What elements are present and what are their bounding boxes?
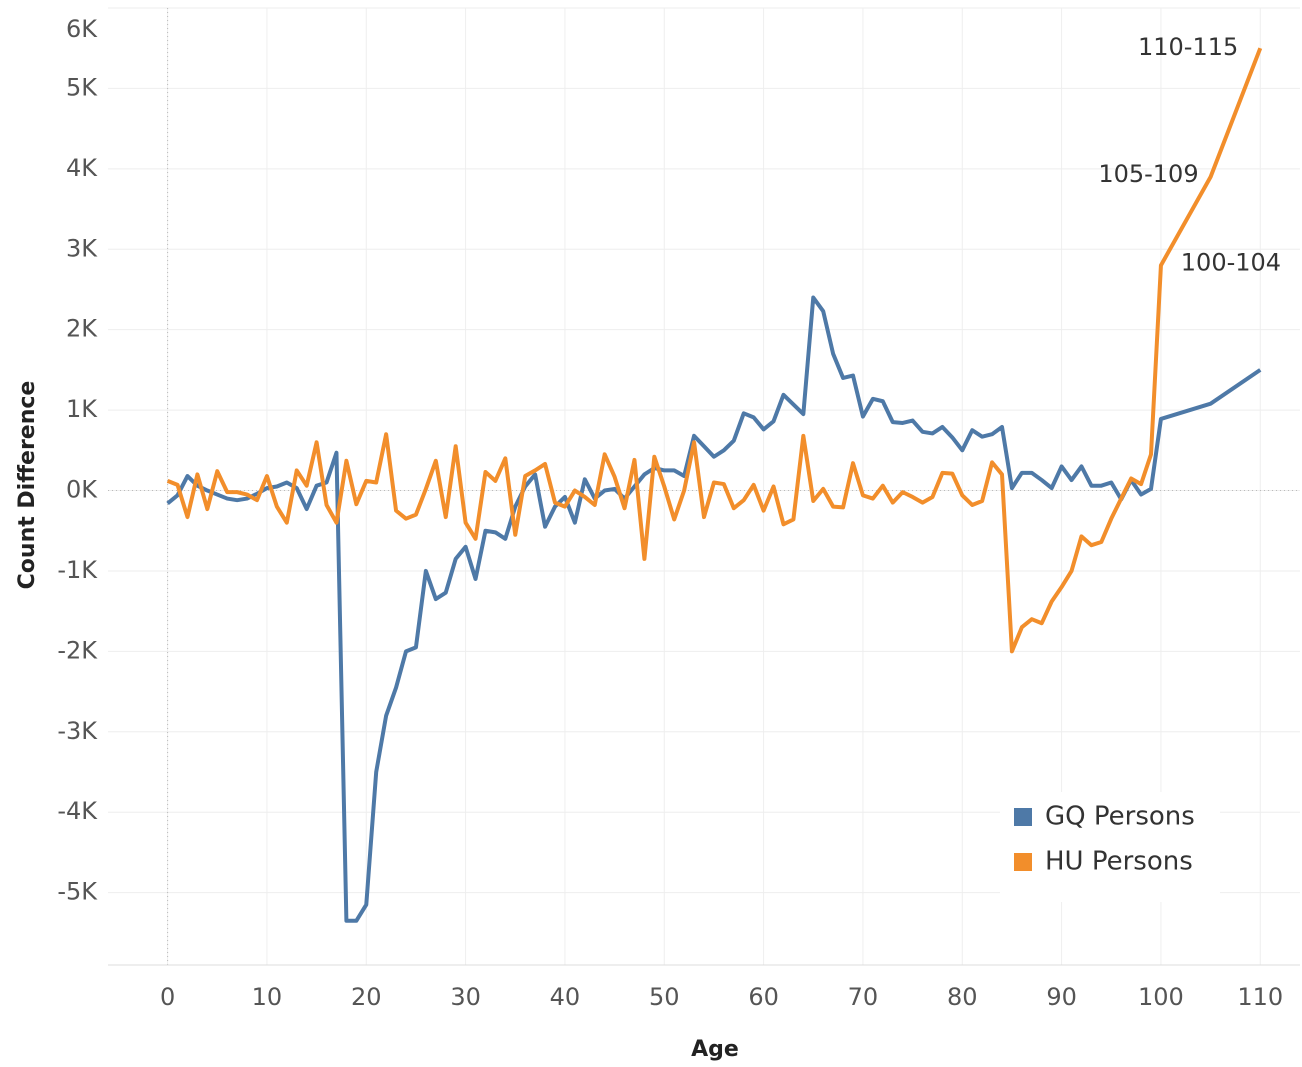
x-tick-label: 100 xyxy=(1138,983,1184,1011)
x-tick-label: 80 xyxy=(947,983,978,1011)
y-axis-title: Count Difference xyxy=(15,381,40,590)
x-tick-label: 90 xyxy=(1046,983,1077,1011)
y-tick-label: 3K xyxy=(66,234,98,262)
x-axis-title: Age xyxy=(691,1037,739,1062)
x-tick-label: 0 xyxy=(160,983,175,1011)
y-tick-label: -3K xyxy=(57,717,98,745)
x-tick-label: 70 xyxy=(848,983,879,1011)
y-tick-label: -2K xyxy=(57,636,98,664)
y-tick-label: 6K xyxy=(66,15,98,43)
annotation: 105-109 xyxy=(1098,160,1198,188)
legend-swatch xyxy=(1014,808,1032,826)
y-tick-label: 4K xyxy=(66,154,98,182)
y-tick-label: 0K xyxy=(66,476,98,504)
x-tick-label: 40 xyxy=(550,983,581,1011)
y-tick-label: -1K xyxy=(57,556,98,584)
y-tick-label: 5K xyxy=(66,73,98,101)
x-tick-label: 60 xyxy=(748,983,779,1011)
x-tick-label: 110 xyxy=(1237,983,1283,1011)
x-tick-label: 50 xyxy=(649,983,680,1011)
y-tick-label: 1K xyxy=(66,395,98,423)
annotation: 100-104 xyxy=(1181,248,1281,276)
y-tick-label: 2K xyxy=(66,315,98,343)
legend-box xyxy=(1000,792,1220,902)
x-tick-label: 30 xyxy=(450,983,481,1011)
legend-label: GQ Persons xyxy=(1045,802,1195,832)
x-tick-label: 20 xyxy=(351,983,382,1011)
series-line xyxy=(166,295,1262,923)
y-tick-label: -4K xyxy=(57,797,98,825)
y-tick-label: -5K xyxy=(57,878,98,906)
series-line xyxy=(166,47,1263,654)
x-tick-label: 10 xyxy=(252,983,283,1011)
legend-label: HU Persons xyxy=(1045,847,1193,877)
legend-swatch xyxy=(1014,853,1032,871)
annotation: 110-115 xyxy=(1138,33,1238,61)
